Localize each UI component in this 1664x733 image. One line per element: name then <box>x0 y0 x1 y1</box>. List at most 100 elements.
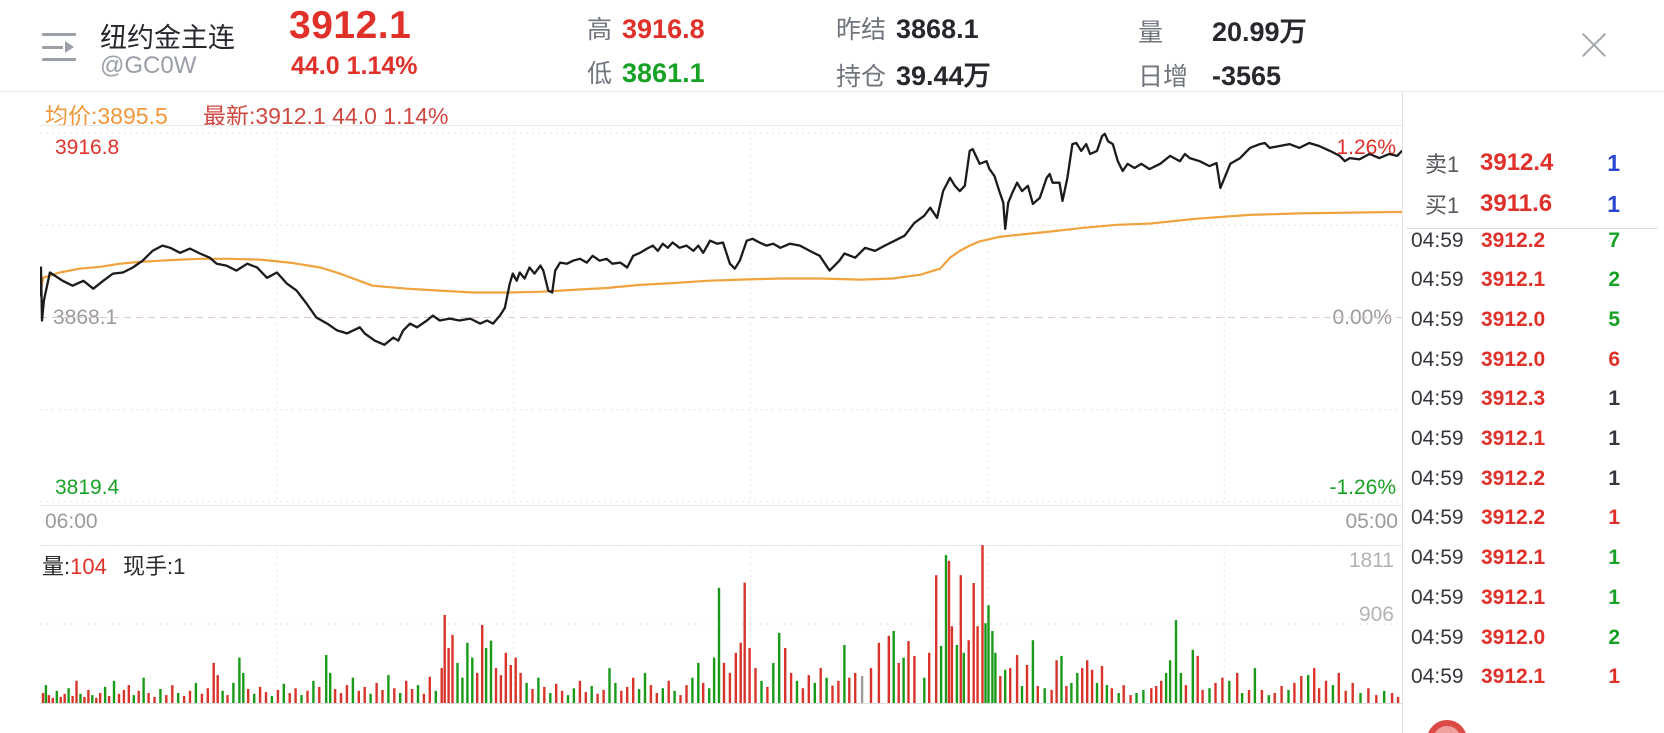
daily-increase-value: -3565 <box>1212 61 1282 91</box>
current-lot-label: 现手: <box>122 554 174 579</box>
trade-qty: 2 <box>1608 268 1620 292</box>
avg-price-readout: 均价:3895.5 <box>45 103 168 129</box>
instrument-title: 纽约金主连 <box>100 23 235 53</box>
header-divider <box>0 91 1664 92</box>
trade-price: 3912.2 <box>1481 228 1546 252</box>
trade-time: 04:59 <box>1411 268 1464 292</box>
low-label: 低 <box>587 60 613 88</box>
yaxis-pct-low-label: -1.26% <box>1329 476 1396 499</box>
current-volume-label: 量: <box>42 554 71 579</box>
menu-bar-top <box>42 33 76 36</box>
trade-row[interactable]: 04:59 3912.2 1 <box>1403 499 1664 538</box>
bid-label: 买1 <box>1425 193 1460 218</box>
trade-qty: 1 <box>1608 546 1620 570</box>
trade-row[interactable]: 04:59 3912.1 1 <box>1403 420 1664 459</box>
trade-time: 04:59 <box>1411 585 1464 609</box>
trade-row[interactable]: 04:59 3912.2 1 <box>1403 459 1664 498</box>
last-price: 3912.1 <box>289 4 412 47</box>
high-value: 3916.8 <box>622 14 705 44</box>
trade-row[interactable]: 04:59 3912.0 6 <box>1403 340 1664 379</box>
trade-price: 3912.0 <box>1481 347 1546 371</box>
trade-price: 3912.1 <box>1481 585 1546 609</box>
volume-pane-bottom-border <box>40 703 1402 704</box>
trade-time: 04:59 <box>1411 387 1464 411</box>
open-interest-value: 39.44万 <box>896 61 991 91</box>
menu-icon[interactable] <box>42 33 78 61</box>
menu-bar-bottom <box>42 58 76 61</box>
volume-axis-upper-label: 1811 <box>1348 549 1394 572</box>
yaxis-pct-high-label: 1.26% <box>1336 136 1396 159</box>
volume-axis-lower-label: 906 <box>1358 603 1394 626</box>
menu-bar-arrow <box>42 41 76 53</box>
yaxis-low-label: 3819.4 <box>55 476 120 499</box>
trade-price: 3912.0 <box>1481 307 1546 331</box>
trade-time: 04:59 <box>1411 347 1464 371</box>
xaxis-start-time: 06:00 <box>45 510 98 533</box>
prevclose-oi-column: 昨结 3868.1 持仓 39.44万 <box>836 10 991 93</box>
book-trades-divider <box>1406 228 1658 229</box>
trade-price: 3912.1 <box>1481 268 1546 292</box>
trade-qty: 1 <box>1608 665 1620 689</box>
prev-settle-label: 昨结 <box>836 16 887 44</box>
trade-row[interactable]: 04:59 3912.1 1 <box>1403 658 1664 697</box>
current-lot-value: 1 <box>173 554 186 579</box>
panel-divider <box>1402 92 1403 733</box>
trade-time: 04:59 <box>1411 665 1464 689</box>
volume-caption: 量:104 现手:1 <box>42 549 185 581</box>
trade-qty: 1 <box>1608 506 1620 530</box>
trade-time: 04:59 <box>1411 466 1464 490</box>
trade-price: 3912.3 <box>1481 387 1546 411</box>
bid-qty: 1 <box>1607 190 1620 217</box>
current-volume-value: 104 <box>70 554 107 579</box>
trade-time: 04:59 <box>1411 427 1464 450</box>
total-volume-value: 20.99万 <box>1212 17 1307 47</box>
trade-row[interactable]: 04:59 3912.0 2 <box>1403 618 1664 657</box>
trade-row[interactable]: 04:59 3912.1 2 <box>1403 261 1664 300</box>
trade-qty: 1 <box>1608 387 1620 411</box>
trade-time: 04:59 <box>1411 625 1464 649</box>
trade-row[interactable]: 04:59 3912.3 1 <box>1403 380 1664 419</box>
trade-qty: 1 <box>1608 585 1620 609</box>
bid-row[interactable]: 买1 3911.6 1 <box>1403 185 1664 223</box>
trade-price: 3912.2 <box>1481 466 1546 490</box>
price-pane-top-border <box>40 125 1402 126</box>
trade-row[interactable]: 04:59 3912.1 1 <box>1403 578 1664 617</box>
trade-time: 04:59 <box>1411 228 1464 252</box>
volume-chart-svg[interactable] <box>40 545 1402 703</box>
close-icon[interactable] <box>1576 28 1612 64</box>
instrument-code: @GC0W <box>100 52 197 79</box>
trade-qty: 7 <box>1608 228 1620 252</box>
floating-action-button[interactable] <box>1427 720 1467 733</box>
prev-settle-value: 3868.1 <box>896 14 979 44</box>
trade-time: 04:59 <box>1411 307 1464 331</box>
trade-qty: 2 <box>1608 625 1620 649</box>
trade-row[interactable]: 04:59 3912.1 1 <box>1403 539 1664 578</box>
ask-row[interactable]: 卖1 3912.4 1 <box>1403 144 1664 182</box>
price-chart-svg[interactable] <box>40 125 1402 505</box>
trade-price: 3912.0 <box>1481 625 1546 649</box>
trade-row[interactable]: 04:59 3912.0 5 <box>1403 300 1664 339</box>
price-change: 44.0 1.14% <box>291 52 418 80</box>
latest-price-readout: 最新:3912.1 44.0 1.14% <box>203 103 449 129</box>
volume-column: 量 20.99万 日增 -3565 <box>1138 10 1307 93</box>
trade-row[interactable]: 04:59 3912.2 7 <box>1403 221 1664 260</box>
bid-price: 3911.6 <box>1480 190 1553 217</box>
low-value: 3861.1 <box>622 58 705 88</box>
price-pane-bottom-border <box>40 505 1402 506</box>
high-low-column: 高 3916.8 低 3861.1 <box>587 10 705 90</box>
trade-time: 04:59 <box>1411 546 1464 570</box>
trade-price: 3912.1 <box>1481 427 1546 450</box>
trade-qty: 6 <box>1608 347 1620 371</box>
ask-qty: 1 <box>1607 149 1620 176</box>
trade-price: 3912.1 <box>1481 665 1546 689</box>
high-label: 高 <box>587 16 613 44</box>
open-interest-label: 持仓 <box>836 63 887 91</box>
trade-price: 3912.1 <box>1481 546 1546 570</box>
trade-qty: 5 <box>1608 307 1620 331</box>
trade-price: 3912.2 <box>1481 506 1546 530</box>
yaxis-prevclose-label: 3868.1 <box>50 306 121 330</box>
xaxis-end-time: 05:00 <box>1345 510 1398 533</box>
total-volume-label: 量 <box>1138 19 1164 47</box>
daily-increase-label: 日增 <box>1138 63 1189 91</box>
